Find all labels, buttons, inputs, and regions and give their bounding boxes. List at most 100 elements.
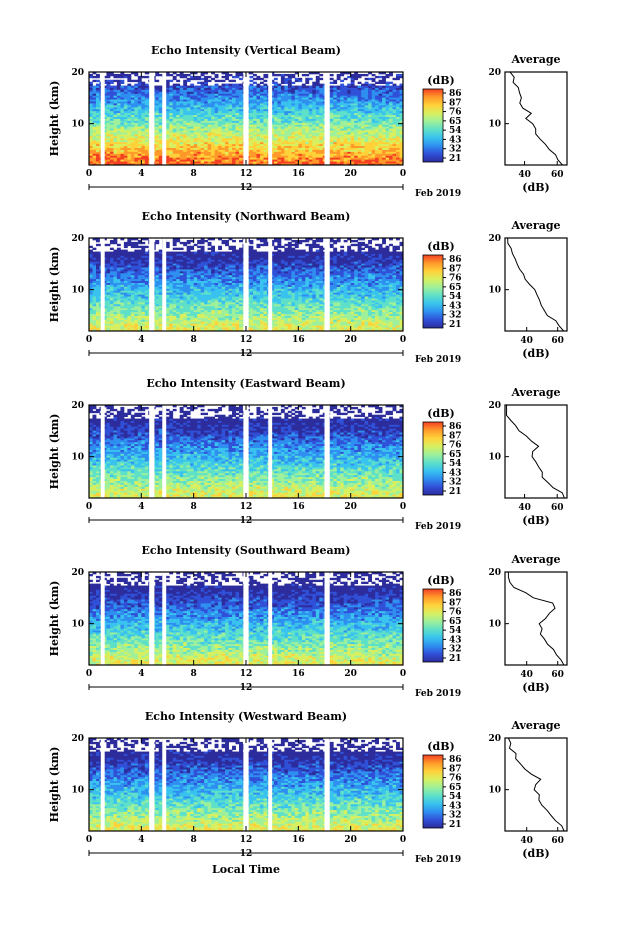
heatmap-cell — [260, 78, 264, 80]
average-title: Average — [510, 53, 560, 66]
heatmap-cell — [117, 74, 121, 76]
heatmap-cell — [319, 84, 323, 86]
heatmap-cell — [110, 80, 114, 82]
heatmap-cell — [96, 84, 100, 86]
heatmap-cell — [284, 78, 288, 80]
heatmap-cell — [204, 76, 208, 78]
heatmap-cell — [284, 86, 288, 88]
heatmap-cell — [379, 76, 383, 78]
heatmap-cell — [389, 86, 393, 88]
heatmap-cell — [169, 80, 173, 82]
heatmap-cell — [253, 86, 257, 88]
heatmap-cell — [176, 80, 180, 82]
heatmap-cell — [368, 84, 372, 86]
heatmap-cell — [169, 86, 173, 88]
data-gap — [149, 72, 154, 165]
heatmap-cell — [169, 74, 173, 76]
heatmap-cell — [211, 78, 215, 80]
heatmap-cell — [256, 84, 260, 86]
heatmap-cell — [347, 84, 351, 86]
heatmap-cell — [131, 80, 135, 82]
heatmap-cell — [284, 74, 288, 76]
colorbar-tick-label: 21 — [449, 154, 462, 164]
heatmap-cell — [256, 76, 260, 78]
heatmap-cell — [159, 86, 163, 88]
heatmap-cell — [396, 86, 400, 88]
heatmap-cell — [372, 84, 376, 86]
heatmap-cell — [249, 80, 253, 82]
heatmap-cell — [92, 76, 96, 78]
heatmap-cell — [92, 80, 96, 82]
heatmap-cell — [358, 82, 362, 84]
heatmap-cell — [344, 86, 348, 88]
avg-y-tick-label: 10 — [488, 120, 501, 130]
heatmap-cell — [155, 86, 159, 88]
heatmap-cell — [365, 78, 369, 80]
heatmap-cell — [141, 82, 145, 84]
heatmap-cell — [187, 86, 191, 88]
x-tick-label: 0 — [400, 169, 406, 179]
heatmap-cell — [379, 86, 383, 88]
heatmap-cell — [180, 86, 184, 88]
heatmap-cell — [173, 76, 177, 78]
heatmap-cell — [337, 74, 341, 76]
heatmap-cell — [375, 76, 379, 78]
heatmap-cell — [155, 80, 159, 82]
heatmap-cell — [124, 86, 128, 88]
heatmap-cell — [302, 74, 306, 76]
panel-title: Echo Intensity (Northward Beam) — [142, 210, 351, 223]
heatmap-cell — [134, 80, 138, 82]
heatmap-cell — [295, 86, 299, 88]
data-gap — [101, 72, 105, 165]
heatmap-cell — [319, 74, 323, 76]
heatmap-cell — [187, 78, 191, 80]
heatmap-cell — [194, 86, 198, 88]
heatmap — [89, 238, 403, 331]
x-tick-label: 4 — [138, 169, 144, 179]
heatmap-cell — [260, 86, 264, 88]
heatmap-cell — [201, 78, 205, 80]
heatmap-cell — [288, 74, 292, 76]
heatmap-cell — [141, 76, 145, 78]
date-label: 12 — [240, 183, 253, 193]
heatmap-cell — [330, 82, 334, 84]
heatmap-cell — [372, 78, 376, 80]
heatmap-cell — [117, 80, 121, 82]
heatmap-cell — [145, 76, 149, 78]
heatmap-cell — [277, 74, 281, 76]
heatmap-cell — [253, 74, 257, 76]
heatmap-cell — [229, 80, 233, 82]
heatmap-cell — [176, 84, 180, 86]
heatmap-cell — [183, 80, 187, 82]
heatmap-cell — [365, 74, 369, 76]
x-tick-label: 8 — [191, 169, 197, 179]
heatmap-cell — [222, 76, 226, 78]
heatmap-cell — [113, 74, 117, 76]
heatmap-cell — [309, 78, 313, 80]
heatmap-cell — [173, 84, 177, 86]
heatmap-cell — [134, 84, 138, 86]
heatmap-cell — [96, 80, 100, 82]
heatmap-cell — [197, 76, 201, 78]
heatmap-cell — [159, 74, 163, 76]
heatmap-cell — [368, 78, 372, 80]
heatmap-cell — [365, 82, 369, 84]
heatmap-cell — [330, 86, 334, 88]
panel-title: Echo Intensity (Vertical Beam) — [151, 44, 341, 57]
heatmap-cell — [351, 74, 355, 76]
heatmap-cell — [330, 74, 334, 76]
y-tick-label: 20 — [71, 68, 84, 78]
heatmap-cell — [298, 78, 302, 80]
y-tick-label: 10 — [71, 120, 84, 130]
heatmap-cell — [291, 82, 295, 84]
heatmap-cell — [92, 86, 96, 88]
heatmap-cell — [110, 86, 114, 88]
heatmap-cell — [358, 86, 362, 88]
heatmap-cell — [333, 86, 337, 88]
heatmap-cell — [249, 76, 253, 78]
panel-0: Echo Intensity (Vertical Beam)Height (km… — [48, 44, 567, 199]
colorbar — [423, 89, 443, 162]
x-tick-label: 20 — [344, 169, 357, 179]
heatmap-cell — [106, 80, 110, 82]
heatmap-cell — [229, 84, 233, 86]
